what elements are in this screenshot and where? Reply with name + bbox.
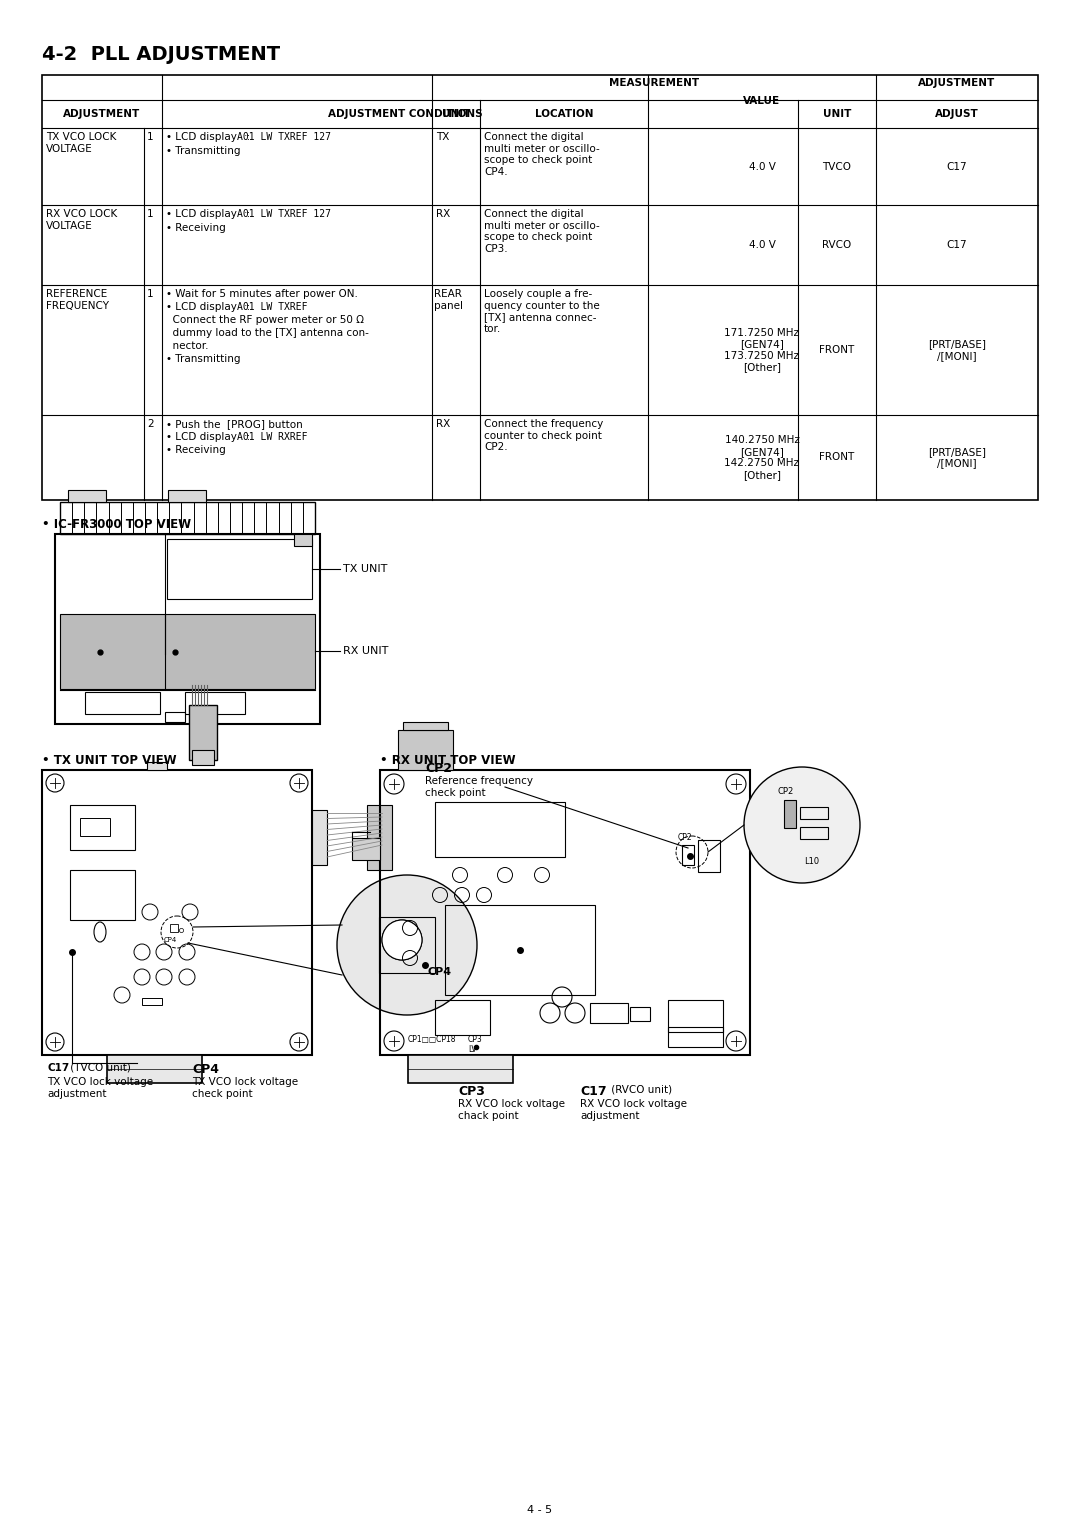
Text: 4-2  PLL ADJUSTMENT: 4-2 PLL ADJUSTMENT: [42, 44, 280, 64]
Bar: [403, 723, 448, 730]
Text: RX UNIT: RX UNIT: [343, 646, 389, 656]
Text: 4 - 5: 4 - 5: [527, 1505, 553, 1514]
Bar: [147, 762, 167, 770]
Text: L10: L10: [805, 857, 820, 866]
Text: 4.0 V: 4.0 V: [748, 240, 775, 251]
Text: • LCD display   :: • LCD display :: [166, 131, 251, 142]
Text: TX: TX: [436, 131, 449, 142]
Text: A01 LW RXREF: A01 LW RXREF: [237, 432, 308, 442]
Text: ADJUSTMENT: ADJUSTMENT: [918, 78, 996, 89]
Bar: [167, 539, 312, 599]
Text: CP3: CP3: [458, 1085, 485, 1099]
Text: CP4: CP4: [164, 937, 177, 943]
Text: • TX UNIT TOP VIEW: • TX UNIT TOP VIEW: [42, 753, 177, 767]
Bar: [185, 692, 245, 714]
Text: LOCATION: LOCATION: [535, 108, 593, 119]
Text: TX VCO LOCK
VOLTAGE: TX VCO LOCK VOLTAGE: [46, 131, 117, 154]
Bar: [42, 770, 312, 1054]
Text: ADJUSTMENT: ADJUSTMENT: [64, 108, 140, 119]
Bar: [669, 1027, 723, 1047]
Text: FRONT: FRONT: [820, 345, 854, 354]
Bar: [408, 1054, 513, 1083]
Text: RX: RX: [436, 419, 450, 429]
Text: • Wait for 5 minutes after power ON.: • Wait for 5 minutes after power ON.: [166, 289, 357, 299]
Text: 4.0 V: 4.0 V: [748, 162, 775, 171]
Bar: [80, 817, 110, 836]
Text: • Transmitting: • Transmitting: [166, 354, 241, 364]
Circle shape: [382, 920, 422, 960]
Text: RX VCO lock voltage
chack point: RX VCO lock voltage chack point: [458, 1099, 565, 1120]
Bar: [681, 845, 694, 865]
Text: • IC-FR3000 TOP VIEW: • IC-FR3000 TOP VIEW: [42, 518, 191, 532]
Text: TVCO: TVCO: [823, 162, 851, 171]
Text: • LCD display   :: • LCD display :: [166, 303, 251, 312]
Text: 2: 2: [147, 419, 153, 429]
Text: REFERENCE
FREQUENCY: REFERENCE FREQUENCY: [46, 289, 109, 310]
Text: A01 LW TXREF 127: A01 LW TXREF 127: [237, 209, 330, 219]
Text: RVCO: RVCO: [822, 240, 852, 251]
Text: • Receiving: • Receiving: [166, 445, 226, 455]
Bar: [70, 869, 135, 920]
Bar: [698, 840, 720, 872]
Text: C17: C17: [48, 1063, 69, 1073]
Text: (TVCO unit): (TVCO unit): [67, 1063, 131, 1073]
Text: 1: 1: [147, 289, 153, 299]
Text: 1: 1: [147, 131, 153, 142]
Bar: [445, 905, 595, 995]
Text: ADJUSTMENT CONDITIONS: ADJUSTMENT CONDITIONS: [327, 108, 483, 119]
Text: UNIT: UNIT: [442, 108, 470, 119]
Bar: [294, 533, 312, 545]
Text: C17: C17: [947, 240, 968, 251]
Bar: [68, 490, 106, 503]
Text: Connect the frequency
counter to check point
CP2.: Connect the frequency counter to check p…: [484, 419, 604, 452]
Bar: [141, 998, 162, 1005]
Text: UNIT: UNIT: [823, 108, 851, 119]
Bar: [630, 1007, 650, 1021]
Bar: [435, 802, 565, 857]
Text: • RX UNIT TOP VIEW: • RX UNIT TOP VIEW: [380, 753, 515, 767]
Text: VALUE: VALUE: [743, 96, 781, 107]
Text: A01 LW TXREF: A01 LW TXREF: [237, 303, 308, 312]
Bar: [399, 730, 453, 770]
Text: TX VCO lock voltage
adjustment: TX VCO lock voltage adjustment: [48, 1077, 153, 1099]
Bar: [60, 614, 315, 689]
Text: Connect the digital
multi meter or oscillo-
scope to check point
CP3.: Connect the digital multi meter or oscil…: [484, 209, 599, 254]
Bar: [55, 533, 320, 724]
Text: Reference frequency
check point: Reference frequency check point: [426, 776, 534, 798]
Bar: [168, 490, 206, 503]
Bar: [70, 805, 135, 850]
Bar: [42, 75, 1038, 500]
Text: RX: RX: [436, 209, 450, 219]
Bar: [669, 999, 723, 1031]
Text: • LCD display   :: • LCD display :: [166, 209, 251, 219]
Bar: [165, 712, 185, 723]
Circle shape: [744, 767, 860, 883]
Text: Connect the digital
multi meter or oscillo-
scope to check point
CP4.: Connect the digital multi meter or oscil…: [484, 131, 599, 177]
Bar: [590, 1002, 627, 1024]
Text: TX UNIT: TX UNIT: [343, 564, 388, 575]
Text: (RVCO unit): (RVCO unit): [608, 1085, 672, 1096]
Text: [PRT/BASE]
/[MONI]: [PRT/BASE] /[MONI]: [928, 339, 986, 361]
Text: RX VCO lock voltage
adjustment: RX VCO lock voltage adjustment: [580, 1099, 687, 1120]
Text: [PRT/BASE]
/[MONI]: [PRT/BASE] /[MONI]: [928, 446, 986, 468]
Text: 1: 1: [147, 209, 153, 219]
Text: Loosely couple a fre-
quency counter to the
[TX] antenna connec-
tor.: Loosely couple a fre- quency counter to …: [484, 289, 599, 333]
Text: MEASUREMENT: MEASUREMENT: [609, 78, 699, 89]
Bar: [435, 999, 490, 1034]
Bar: [352, 837, 380, 860]
Text: RX VCO LOCK
VOLTAGE: RX VCO LOCK VOLTAGE: [46, 209, 118, 231]
Text: Connect the RF power meter or 50 Ω: Connect the RF power meter or 50 Ω: [166, 315, 364, 325]
Text: CP2: CP2: [426, 762, 453, 775]
Text: C17: C17: [947, 162, 968, 171]
Text: ADJUST: ADJUST: [935, 108, 978, 119]
Text: 140.2750 MHz
[GEN74]
142.2750 MHz
[Other]: 140.2750 MHz [GEN74] 142.2750 MHz [Other…: [725, 435, 799, 480]
Bar: [312, 810, 327, 865]
Text: dummy load to the [TX] antenna con-: dummy load to the [TX] antenna con-: [166, 329, 369, 338]
Text: A01 LW TXREF 127: A01 LW TXREF 127: [237, 131, 330, 142]
Bar: [85, 692, 160, 714]
Text: • LCD display   :: • LCD display :: [166, 432, 251, 442]
Text: CP4: CP4: [427, 967, 451, 976]
Text: • Receiving: • Receiving: [166, 223, 226, 232]
Circle shape: [337, 876, 477, 1015]
Text: CP4: CP4: [192, 1063, 219, 1076]
